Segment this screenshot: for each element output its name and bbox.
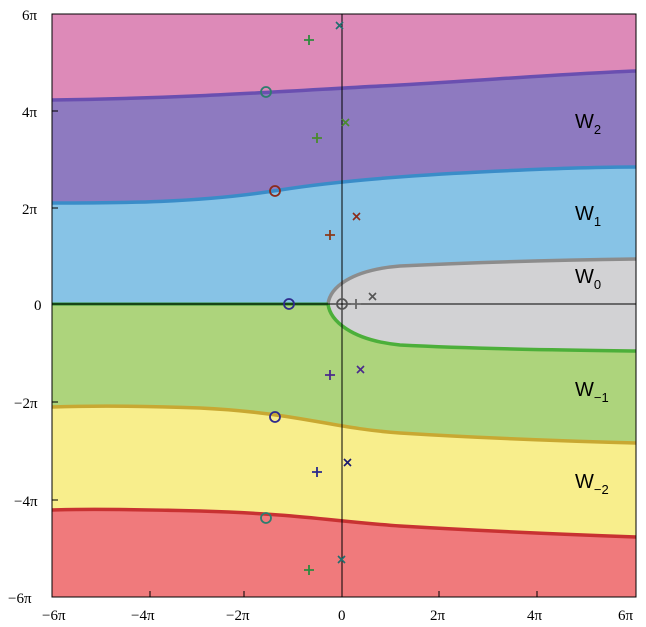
region-w0 bbox=[328, 259, 636, 351]
circle-marker bbox=[260, 512, 272, 524]
cross-marker bbox=[343, 458, 352, 467]
plus-marker bbox=[304, 565, 314, 575]
plus-marker bbox=[312, 467, 322, 477]
circle-marker bbox=[336, 298, 348, 310]
cross-marker bbox=[337, 555, 346, 564]
cross-marker bbox=[335, 21, 344, 30]
boundary-w0-upper bbox=[326, 257, 637, 305]
y-tick-label: −6π bbox=[8, 591, 32, 607]
y-tick-label: 6π bbox=[22, 8, 38, 24]
y-tick-label: −2π bbox=[14, 396, 38, 412]
circle-marker bbox=[269, 185, 281, 197]
boundary-w0-lower bbox=[326, 303, 637, 353]
plus-marker bbox=[304, 35, 314, 45]
boundary-w-2-bottom bbox=[51, 507, 637, 539]
cross-marker bbox=[356, 365, 365, 374]
y-tick-label: 0 bbox=[34, 298, 42, 314]
y-tick-label: −4π bbox=[14, 494, 38, 510]
region-label-w2: W2 bbox=[575, 111, 601, 137]
circle-markers bbox=[260, 86, 348, 524]
x-tick-label: −4π bbox=[131, 608, 155, 624]
plus-marker bbox=[325, 230, 335, 240]
x-tick-label: −2π bbox=[226, 608, 250, 624]
tick-marks bbox=[51, 13, 637, 598]
boundary-w1-w2 bbox=[51, 165, 637, 205]
cross-marker bbox=[368, 292, 377, 301]
region-label-w-1: W−1 bbox=[575, 379, 609, 405]
x-tick-label: 0 bbox=[338, 608, 346, 624]
boundary-w2-top bbox=[51, 69, 637, 102]
y-tick-label: 4π bbox=[22, 105, 38, 121]
cross-marker bbox=[341, 118, 350, 127]
plus-marker bbox=[312, 133, 322, 143]
x-tick-label: 6π bbox=[618, 608, 634, 624]
cross-markers bbox=[335, 21, 377, 564]
circle-marker bbox=[269, 411, 281, 423]
plus-markers bbox=[304, 35, 361, 575]
circle-marker bbox=[283, 298, 295, 310]
x-tick-label: −6π bbox=[42, 608, 66, 624]
boundary-w-1-w-2 bbox=[51, 404, 637, 445]
y-tick-label: 2π bbox=[22, 202, 38, 218]
plus-marker bbox=[325, 370, 335, 380]
region-label-w1: W1 bbox=[575, 203, 601, 229]
plot-frame bbox=[51, 13, 637, 598]
x-tick-label: 4π bbox=[527, 608, 543, 624]
region-label-w0: W0 bbox=[575, 266, 601, 292]
cross-marker bbox=[352, 212, 361, 221]
plus-marker bbox=[351, 299, 361, 309]
x-tick-label: 2π bbox=[430, 608, 446, 624]
circle-marker bbox=[260, 86, 272, 98]
region-label-w-2: W−2 bbox=[575, 471, 609, 497]
